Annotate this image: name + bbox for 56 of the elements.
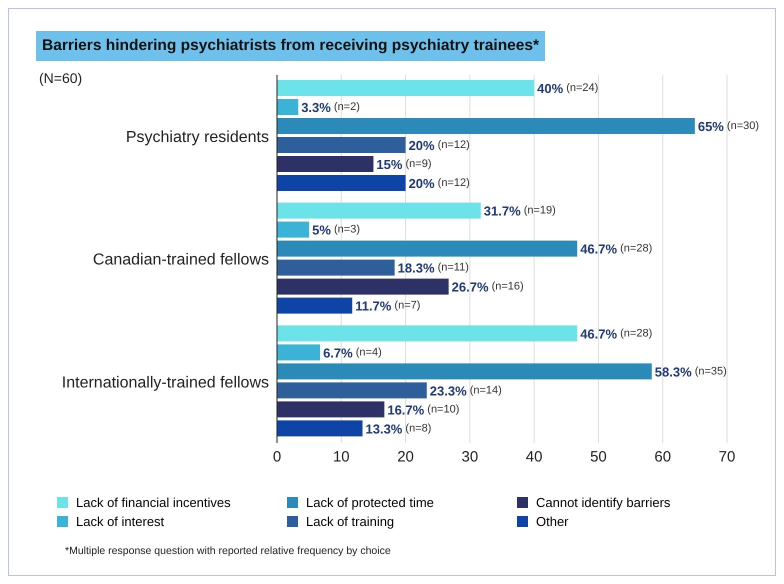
data-label: 5% (n=3) (312, 222, 360, 238)
data-label: 58.3% (n=35) (654, 364, 727, 379)
bar (277, 240, 578, 257)
bar (277, 382, 427, 398)
legend-label: Lack of interest (76, 514, 164, 529)
data-label: 65% (n=30) (698, 118, 760, 134)
data-label: 20% (n=12) (408, 138, 470, 152)
data-label: 23.3% (n=14) (430, 382, 502, 398)
data-label: 26.7% (n=16) (452, 279, 524, 294)
bar (277, 137, 406, 153)
bar (277, 222, 310, 238)
legend-label: Lack of training (306, 514, 394, 529)
data-label: 18.3% (n=11) (398, 260, 469, 276)
bar (277, 260, 395, 276)
text: (N=60) (39, 70, 82, 86)
bar (277, 118, 695, 134)
data-label: 16.7% (n=10) (387, 402, 460, 417)
bar (277, 363, 652, 380)
data-label: 13.3% (n=8) (366, 420, 432, 436)
data-label: 15% (n=9) (376, 156, 432, 172)
data-label: 6.7% (n=4) (323, 344, 382, 360)
x-tick-label: 40 (526, 448, 542, 466)
x-tick-label: 60 (654, 448, 672, 466)
legend-label: Other (536, 514, 569, 529)
x-tick-label: 70 (718, 448, 736, 466)
bar (277, 202, 481, 219)
y-tick-label: Psychiatry residents (126, 129, 269, 146)
bar (277, 156, 374, 172)
bar (277, 80, 534, 96)
x-tick-label: 30 (462, 448, 478, 466)
bar (277, 298, 352, 314)
x-tick-label: 20 (397, 448, 414, 466)
bar (277, 175, 406, 191)
x-tick-label: 0 (272, 448, 282, 466)
data-label: 20% (n=12) (408, 176, 470, 190)
legend-label: Cannot identify barriers (536, 495, 670, 510)
bar (277, 344, 320, 360)
data-label: 46.7% (n=28) (580, 241, 652, 256)
legend-label: Lack of financial incentives (76, 495, 231, 510)
bar (277, 278, 449, 295)
data-label: 46.7% (n=28) (580, 326, 652, 341)
bar (277, 325, 578, 342)
x-tick-label: 10 (332, 448, 350, 466)
bar (277, 401, 384, 418)
bar (277, 420, 362, 436)
data-label: 11.7% (n=7) (355, 298, 420, 314)
x-tick-label: 50 (590, 448, 607, 466)
y-tick-label: Internationally-trained fellows (62, 374, 269, 392)
data-label: 40% (n=24) (537, 80, 598, 96)
legend-label: Lack of protected time (306, 495, 434, 510)
text: *Multiple response question with reported relative frequency by choice (65, 545, 391, 557)
data-label: 3.3% (n=2) (301, 100, 360, 114)
data-label: 31.7% (n=19) (484, 203, 556, 218)
chart-title: Barriers hindering psychiatrists from receiving psychiatry trainees* (36, 31, 546, 61)
bar (277, 99, 298, 115)
y-tick-label: Canadian-trained fellows (92, 252, 269, 269)
